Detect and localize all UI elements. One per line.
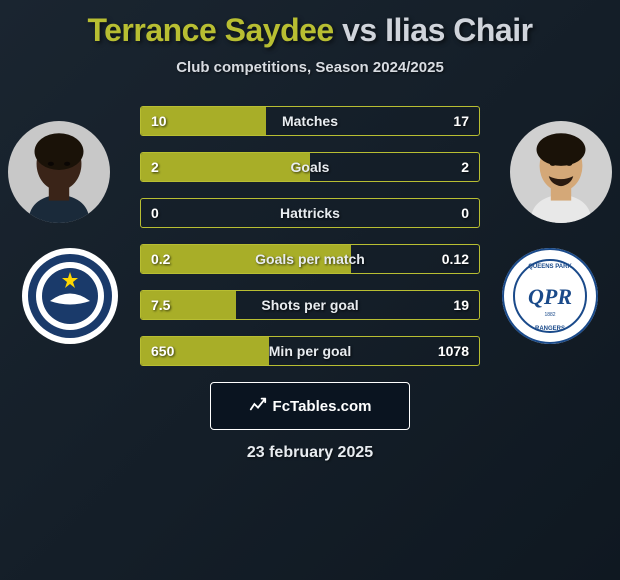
stats-container: 10 Matches 17 2 Goals 2 0 Hattricks 0 0.2 Goals pe…: [140, 106, 480, 366]
svg-text:RANGERS: RANGERS: [535, 326, 565, 332]
stat-row: 0.2 Goals per match 0.12: [140, 244, 480, 274]
svg-text:QUEENS PARK: QUEENS PARK: [528, 264, 572, 270]
attribution-box: FcTables.com: [210, 382, 410, 430]
stat-row: 0 Hattricks 0: [140, 198, 480, 228]
stat-label: Goals per match: [255, 251, 365, 267]
stat-row: 10 Matches 17: [140, 106, 480, 136]
stat-row: 650 Min per goal 1078: [140, 336, 480, 366]
footer-date: 23 february 2025: [0, 444, 620, 462]
stat-value-left: 10: [151, 113, 167, 129]
fctables-icon: [249, 395, 267, 418]
player1-photo: [8, 121, 110, 228]
stat-label: Goals: [291, 159, 330, 175]
stat-value-left: 650: [151, 343, 174, 359]
stat-row: 7.5 Shots per goal 19: [140, 290, 480, 320]
attribution-text: FcTables.com: [273, 398, 372, 415]
stat-bar-left: [141, 153, 310, 181]
stat-value-right: 0.12: [442, 251, 469, 267]
page-title: Terrance Saydee vs Ilias Chair: [0, 0, 620, 49]
stat-value-left: 7.5: [151, 297, 170, 313]
player2-name: Ilias Chair: [385, 12, 532, 48]
content-area: QUEENS PARK RANGERS QPR 1882 10 Matches 17…: [0, 106, 620, 366]
stat-value-left: 0.2: [151, 251, 170, 267]
stat-value-right: 1078: [438, 343, 469, 359]
player1-name: Terrance Saydee: [87, 12, 333, 48]
stat-label: Shots per goal: [261, 297, 358, 313]
stat-value-right: 17: [453, 113, 469, 129]
subtitle: Club competitions, Season 2024/2025: [0, 59, 620, 76]
stat-value-right: 2: [461, 159, 469, 175]
stat-label: Matches: [282, 113, 338, 129]
stat-value-right: 19: [453, 297, 469, 313]
player2-photo: [510, 121, 612, 228]
stat-value-left: 2: [151, 159, 159, 175]
player2-club-logo: QUEENS PARK RANGERS QPR 1882: [500, 246, 600, 351]
player1-club-logo: [20, 246, 120, 351]
stat-value-left: 0: [151, 205, 159, 221]
svg-text:QPR: QPR: [528, 284, 572, 309]
stat-value-right: 0: [461, 205, 469, 221]
svg-text:1882: 1882: [544, 312, 555, 318]
stat-label: Min per goal: [269, 343, 351, 359]
stat-row: 2 Goals 2: [140, 152, 480, 182]
vs-separator: vs: [342, 12, 377, 48]
stat-label: Hattricks: [280, 205, 340, 221]
